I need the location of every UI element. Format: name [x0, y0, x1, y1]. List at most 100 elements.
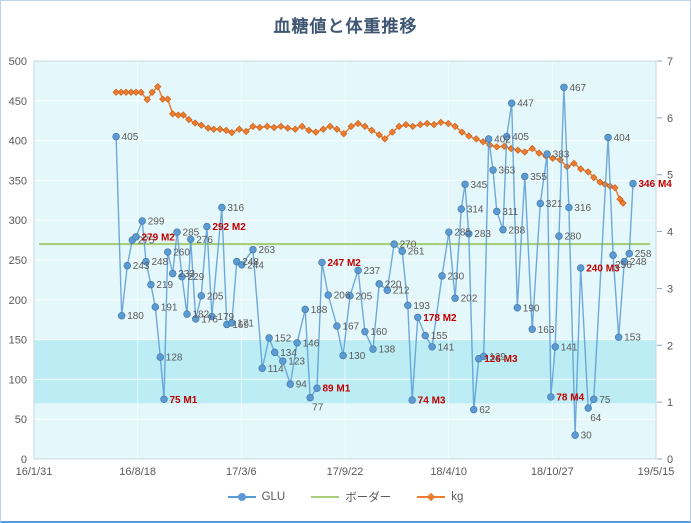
- kg-point[interactable]: [191, 119, 199, 127]
- glu-point[interactable]: [609, 251, 617, 259]
- kg-point[interactable]: [619, 199, 627, 207]
- glu-point[interactable]: [457, 205, 466, 213]
- glu-point[interactable]: [249, 245, 257, 254]
- glu-point[interactable]: [555, 232, 563, 240]
- glu-line[interactable]: [115, 87, 634, 436]
- glu-point[interactable]: [604, 133, 612, 142]
- glu-point[interactable]: [428, 343, 436, 351]
- glu-point[interactable]: [333, 322, 341, 330]
- glu-point[interactable]: [408, 396, 416, 404]
- glu-point[interactable]: [571, 431, 579, 439]
- kg-point[interactable]: [409, 122, 417, 131]
- kg-point[interactable]: [179, 111, 187, 119]
- kg-point[interactable]: [430, 121, 438, 129]
- glu-point[interactable]: [584, 404, 592, 412]
- kg-point[interactable]: [222, 126, 230, 134]
- kg-point[interactable]: [528, 144, 536, 153]
- kg-point[interactable]: [277, 122, 285, 131]
- glu-point[interactable]: [361, 327, 369, 336]
- kg-point[interactable]: [375, 131, 383, 139]
- glu-point[interactable]: [547, 393, 555, 401]
- glu-point[interactable]: [354, 266, 362, 275]
- glu-point[interactable]: [123, 261, 132, 270]
- glu-point[interactable]: [390, 240, 398, 248]
- kg-point[interactable]: [361, 122, 369, 131]
- kg-point[interactable]: [256, 123, 264, 132]
- kg-point[interactable]: [423, 119, 431, 128]
- glu-point[interactable]: [228, 319, 236, 327]
- glu-point[interactable]: [461, 180, 469, 189]
- kg-point[interactable]: [154, 82, 162, 91]
- kg-point[interactable]: [326, 122, 334, 131]
- kg-point[interactable]: [616, 195, 624, 203]
- glu-point[interactable]: [197, 292, 206, 300]
- glu-point[interactable]: [169, 269, 177, 278]
- glu-point[interactable]: [484, 135, 493, 143]
- glu-point[interactable]: [513, 304, 521, 312]
- glu-point[interactable]: [138, 217, 146, 225]
- glu-point[interactable]: [306, 394, 314, 402]
- kg-point[interactable]: [354, 119, 362, 128]
- glu-point[interactable]: [339, 351, 347, 360]
- kg-point[interactable]: [458, 128, 466, 136]
- glu-point[interactable]: [258, 364, 266, 372]
- kg-point[interactable]: [305, 126, 313, 134]
- kg-point[interactable]: [521, 148, 529, 156]
- legend-item-glu[interactable]: GLU: [227, 491, 285, 503]
- glu-point[interactable]: [203, 222, 211, 231]
- glu-point[interactable]: [551, 343, 559, 351]
- kg-point[interactable]: [228, 129, 236, 137]
- glu-point[interactable]: [192, 315, 200, 323]
- kg-point[interactable]: [216, 125, 224, 133]
- glu-point[interactable]: [279, 357, 287, 365]
- kg-point[interactable]: [570, 159, 578, 167]
- glu-point[interactable]: [521, 172, 529, 181]
- kg-point[interactable]: [472, 135, 480, 143]
- glu-point[interactable]: [183, 310, 191, 318]
- kg-point[interactable]: [395, 122, 403, 131]
- glu-point[interactable]: [625, 249, 633, 258]
- glu-point[interactable]: [507, 99, 516, 107]
- glu-point[interactable]: [208, 312, 216, 321]
- glu-point[interactable]: [286, 380, 294, 388]
- glu-point[interactable]: [156, 353, 164, 361]
- glu-point[interactable]: [421, 331, 429, 340]
- kg-point[interactable]: [437, 118, 445, 127]
- glu-point[interactable]: [398, 247, 406, 255]
- glu-point[interactable]: [470, 405, 478, 414]
- glu-point[interactable]: [620, 257, 628, 266]
- glu-point[interactable]: [160, 395, 168, 403]
- glu-point[interactable]: [369, 345, 377, 353]
- glu-point[interactable]: [499, 226, 507, 234]
- glu-point[interactable]: [451, 294, 459, 302]
- kg-point[interactable]: [347, 122, 355, 131]
- glu-point[interactable]: [318, 258, 326, 267]
- kg-point[interactable]: [416, 121, 424, 129]
- kg-point[interactable]: [148, 88, 156, 96]
- glu-point[interactable]: [543, 150, 551, 158]
- kg-point[interactable]: [577, 165, 585, 173]
- kg-point[interactable]: [549, 154, 557, 162]
- kg-point[interactable]: [611, 184, 619, 192]
- glu-point[interactable]: [118, 312, 126, 320]
- kg-point[interactable]: [444, 119, 452, 128]
- glu-point[interactable]: [445, 228, 453, 236]
- kg-point[interactable]: [514, 146, 522, 154]
- kg-point[interactable]: [340, 130, 348, 138]
- kg-point[interactable]: [319, 125, 327, 133]
- kg-point[interactable]: [263, 122, 271, 131]
- glu-point[interactable]: [489, 166, 497, 174]
- glu-point[interactable]: [164, 248, 172, 256]
- glu-point[interactable]: [147, 280, 155, 289]
- kg-point[interactable]: [312, 128, 320, 136]
- glu-point[interactable]: [383, 286, 391, 294]
- glu-point[interactable]: [493, 207, 501, 216]
- glu-point[interactable]: [142, 257, 150, 266]
- kg-point[interactable]: [381, 135, 389, 143]
- kg-point[interactable]: [507, 144, 515, 153]
- glu-point[interactable]: [178, 273, 186, 281]
- glu-point[interactable]: [238, 261, 246, 269]
- kg-point[interactable]: [368, 126, 376, 134]
- kg-point[interactable]: [388, 128, 396, 136]
- glu-point[interactable]: [438, 272, 446, 280]
